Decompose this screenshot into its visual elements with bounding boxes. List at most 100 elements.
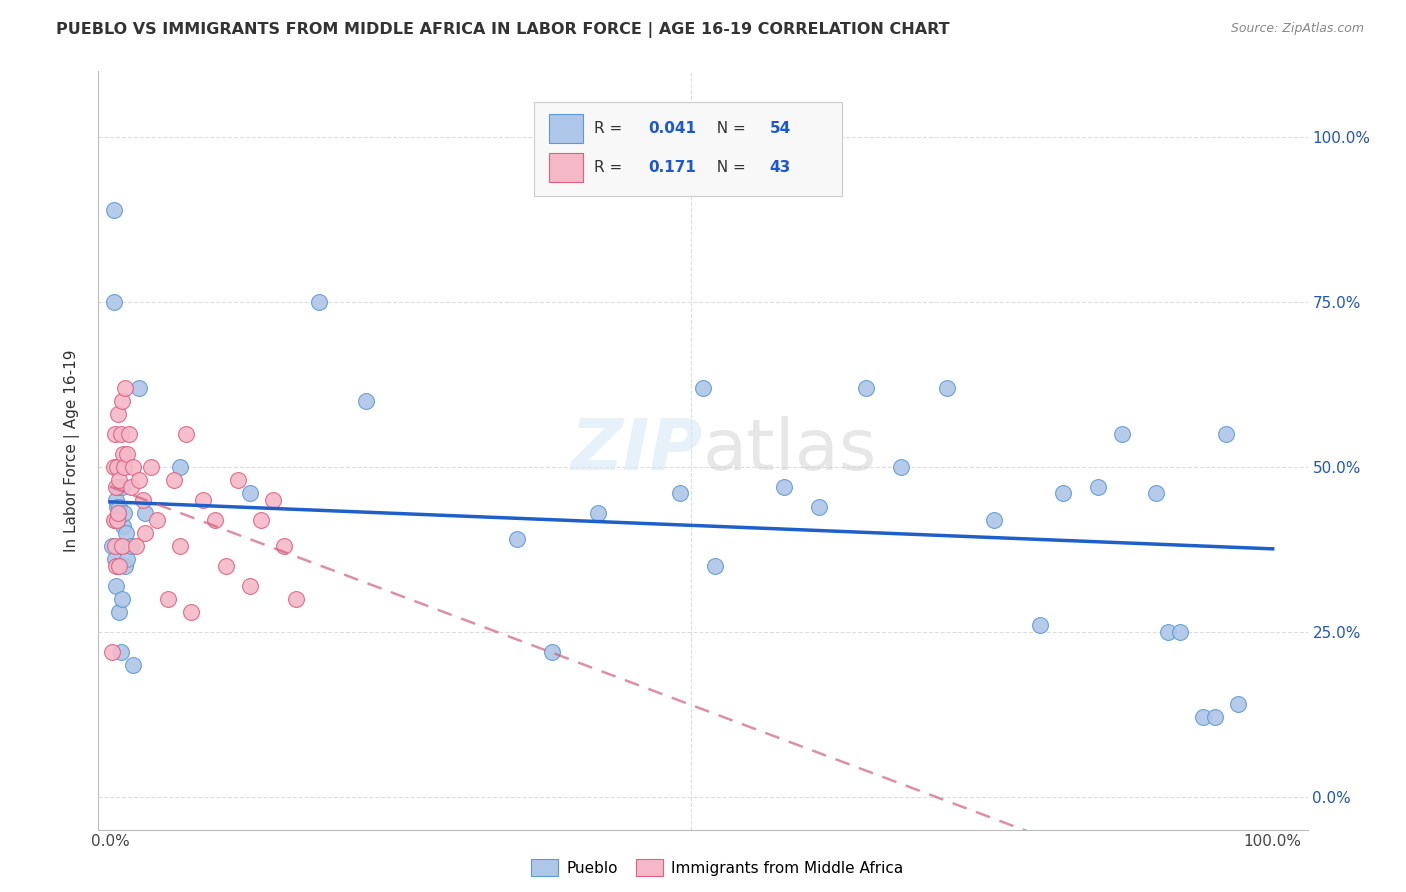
Point xyxy=(128,381,150,395)
Point xyxy=(112,506,135,520)
Point xyxy=(105,513,128,527)
Point xyxy=(104,539,127,553)
Point xyxy=(540,644,562,658)
Bar xyxy=(550,153,583,182)
Text: atlas: atlas xyxy=(703,416,877,485)
Point xyxy=(226,473,249,487)
Point xyxy=(506,533,529,547)
Point xyxy=(114,381,136,395)
Point xyxy=(131,492,153,507)
Point xyxy=(250,513,273,527)
Point xyxy=(111,539,134,553)
Point xyxy=(105,459,128,474)
Point xyxy=(1144,486,1167,500)
Point xyxy=(111,591,134,606)
Point xyxy=(101,644,124,658)
Point xyxy=(174,427,197,442)
Text: 0.041: 0.041 xyxy=(648,120,696,136)
Point xyxy=(112,459,135,474)
Point xyxy=(122,459,145,474)
Point xyxy=(1087,480,1109,494)
Point xyxy=(117,447,139,461)
Point xyxy=(139,459,162,474)
Point xyxy=(191,492,214,507)
Point xyxy=(120,480,142,494)
Point xyxy=(1157,624,1180,639)
Point xyxy=(239,579,262,593)
Point xyxy=(104,552,127,566)
Point xyxy=(239,486,262,500)
Point xyxy=(104,480,127,494)
Point xyxy=(115,525,138,540)
Point xyxy=(104,492,127,507)
Point xyxy=(128,473,150,487)
Text: ZIP: ZIP xyxy=(571,416,703,485)
Point xyxy=(169,539,191,553)
Point xyxy=(110,427,132,442)
Point xyxy=(117,552,139,566)
Text: R =: R = xyxy=(595,161,627,175)
Point xyxy=(308,295,330,310)
Point xyxy=(108,500,131,514)
Point xyxy=(215,558,238,573)
Point xyxy=(104,558,127,573)
Point xyxy=(169,459,191,474)
Point xyxy=(107,480,129,494)
Point xyxy=(285,591,308,606)
Text: PUEBLO VS IMMIGRANTS FROM MIDDLE AFRICA IN LABOR FORCE | AGE 16-19 CORRELATION C: PUEBLO VS IMMIGRANTS FROM MIDDLE AFRICA … xyxy=(56,22,950,38)
Point xyxy=(204,513,226,527)
Point xyxy=(354,394,377,409)
Point xyxy=(104,579,127,593)
Point xyxy=(157,591,180,606)
Point xyxy=(110,644,132,658)
FancyBboxPatch shape xyxy=(534,102,842,196)
Point xyxy=(104,513,127,527)
Point xyxy=(1192,710,1215,724)
Point xyxy=(808,500,831,514)
Point xyxy=(111,447,134,461)
Point xyxy=(1204,710,1226,724)
Point xyxy=(103,202,125,217)
Point xyxy=(134,525,156,540)
Text: R =: R = xyxy=(595,120,627,136)
Point xyxy=(1111,427,1133,442)
Point xyxy=(124,539,146,553)
Point xyxy=(936,381,959,395)
Point xyxy=(108,605,131,619)
Point xyxy=(134,506,156,520)
Point xyxy=(122,657,145,672)
Bar xyxy=(550,114,583,143)
Point xyxy=(1215,427,1237,442)
Point xyxy=(105,459,128,474)
Point xyxy=(107,506,129,520)
Text: 43: 43 xyxy=(769,161,790,175)
Point xyxy=(114,558,136,573)
Point xyxy=(180,605,202,619)
Point xyxy=(163,473,186,487)
Point xyxy=(107,558,129,573)
Point xyxy=(111,480,134,494)
Point xyxy=(108,473,131,487)
Point xyxy=(110,539,132,553)
Text: N =: N = xyxy=(707,120,751,136)
Point xyxy=(107,513,129,527)
Point xyxy=(855,381,877,395)
Point xyxy=(273,539,295,553)
Point xyxy=(103,459,125,474)
Point xyxy=(1226,698,1249,712)
Point xyxy=(1029,618,1052,632)
Point xyxy=(111,519,134,533)
Point xyxy=(588,506,610,520)
Point xyxy=(108,558,131,573)
Point xyxy=(107,407,129,421)
Point xyxy=(262,492,284,507)
Point xyxy=(118,427,141,442)
Point xyxy=(1168,624,1191,639)
Text: 54: 54 xyxy=(769,120,790,136)
Point xyxy=(1052,486,1074,500)
Point xyxy=(101,539,124,553)
Point xyxy=(105,500,128,514)
Y-axis label: In Labor Force | Age 16-19: In Labor Force | Age 16-19 xyxy=(63,349,80,552)
Legend: Pueblo, Immigrants from Middle Africa: Pueblo, Immigrants from Middle Africa xyxy=(524,853,910,882)
Point xyxy=(120,539,142,553)
